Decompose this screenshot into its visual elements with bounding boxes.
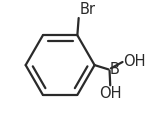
Text: B: B (109, 62, 119, 77)
Text: Br: Br (79, 2, 95, 17)
Text: OH: OH (99, 86, 121, 101)
Text: OH: OH (123, 55, 146, 70)
